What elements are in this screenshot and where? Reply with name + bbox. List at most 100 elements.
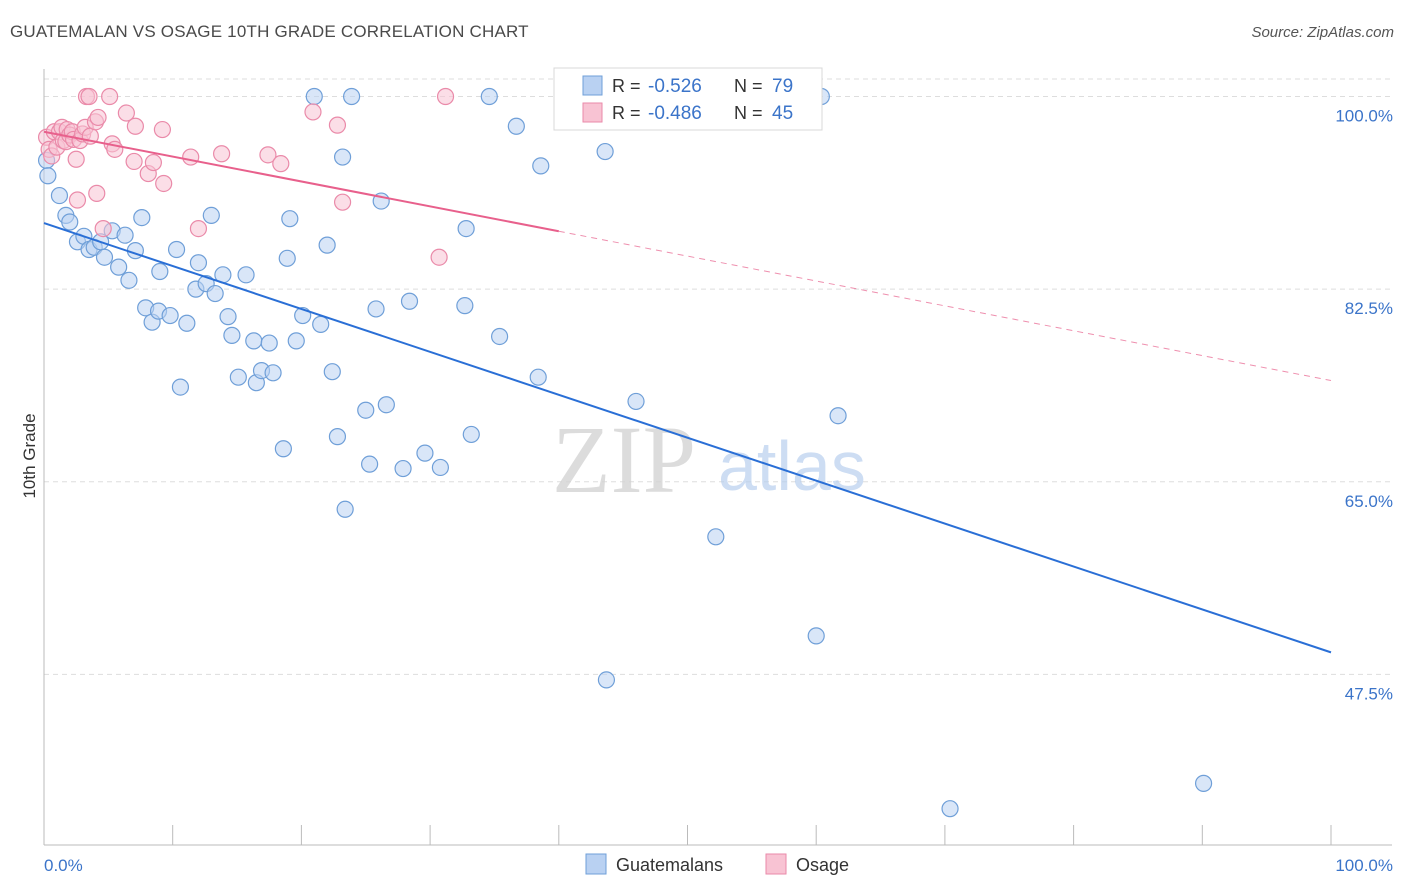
point-guatemalans-66 <box>490 327 509 346</box>
point-guatemalans-73 <box>707 528 725 546</box>
point-guatemalans-20 <box>151 262 169 281</box>
point-guatemalans-28 <box>202 206 220 224</box>
point-guatemalans-45 <box>305 87 323 106</box>
point-guatemalans-35 <box>245 332 263 350</box>
point-guatemalans-1 <box>39 167 57 185</box>
y-tick-label-3: 100.0% <box>1335 107 1393 126</box>
point-guatemalans-72 <box>627 392 645 411</box>
point-guatemalans-77 <box>941 800 959 818</box>
point-guatemalans-62 <box>456 297 474 315</box>
point-osage-37 <box>213 145 231 163</box>
watermark-atlas: atlas <box>718 427 866 505</box>
point-osage-39 <box>272 155 290 173</box>
point-guatemalans-12 <box>110 258 128 276</box>
point-guatemalans-24 <box>178 314 196 332</box>
point-guatemalans-64 <box>462 425 480 444</box>
trend-line-extension-osage <box>558 230 1332 381</box>
point-guatemalans-16 <box>133 208 151 227</box>
point-guatemalans-54 <box>361 455 379 473</box>
stats-n-value-2: 45 <box>772 103 793 124</box>
point-guatemalans-69 <box>532 157 550 175</box>
stats-n-value-1: 79 <box>772 76 793 97</box>
point-osage-25 <box>101 87 119 106</box>
point-guatemalans-68 <box>529 368 547 386</box>
point-guatemalans-48 <box>323 363 341 381</box>
point-guatemalans-21 <box>161 306 179 325</box>
point-guatemalans-10 <box>95 248 114 266</box>
x-tick-label-0: 0.0% <box>44 856 83 875</box>
point-guatemalans-43 <box>287 332 305 350</box>
point-osage-35 <box>182 148 200 166</box>
point-guatemalans-47 <box>318 236 336 254</box>
point-osage-42 <box>333 193 352 211</box>
x-tick-labels: 0.0% 100.0% <box>44 856 1393 875</box>
y-tick-label-0: 47.5% <box>1345 684 1393 703</box>
point-osage-32 <box>144 153 162 172</box>
point-guatemalans-22 <box>167 240 186 259</box>
point-osage-41 <box>328 116 347 134</box>
point-osage-43 <box>430 248 448 266</box>
source-credit: Source: ZipAtlas.com <box>1251 24 1394 41</box>
point-guatemalans-57 <box>377 396 395 414</box>
point-guatemalans-63 <box>457 220 475 238</box>
point-guatemalans-38 <box>260 334 278 352</box>
point-guatemalans-42 <box>281 210 299 228</box>
chart-title: GUATEMALAN VS OSAGE 10TH GRADE CORRELATI… <box>10 22 529 41</box>
trend-line-guatemalans <box>43 222 1332 654</box>
point-guatemalans-58 <box>394 459 412 478</box>
point-guatemalans-70 <box>596 142 614 161</box>
trend-lines <box>43 130 1332 654</box>
watermark-zip: ZIP <box>552 406 696 513</box>
point-guatemalans-71 <box>597 671 616 689</box>
point-guatemalans-67 <box>507 117 525 135</box>
y-tick-label-2: 82.5% <box>1345 299 1393 318</box>
point-guatemalans-65 <box>480 87 498 106</box>
point-guatemalans-60 <box>416 444 434 462</box>
point-osage-34 <box>155 174 173 193</box>
point-osage-23 <box>89 108 107 127</box>
point-guatemalans-33 <box>229 368 247 386</box>
point-osage-36 <box>189 220 208 238</box>
stats-n-label-1: N = <box>734 76 763 96</box>
point-guatemalans-52 <box>342 87 361 106</box>
trend-line-osage <box>43 130 559 233</box>
stats-r-value-1: -0.526 <box>648 76 702 97</box>
x-tick-label-1: 100.0% <box>1335 856 1393 875</box>
point-osage-28 <box>117 104 135 122</box>
point-guatemalans-55 <box>367 300 385 318</box>
point-osage-22 <box>88 184 106 202</box>
point-guatemalans-2 <box>50 186 69 205</box>
legend-label-osage: Osage <box>796 855 849 875</box>
stats-r-label-1: R = <box>612 76 641 96</box>
point-osage-30 <box>126 117 144 135</box>
point-guatemalans-49 <box>328 428 347 446</box>
stats-legend: R = -0.526 N = 79 R = -0.486 N = 45 <box>553 67 823 131</box>
y-tick-label-1: 65.0% <box>1345 492 1393 511</box>
point-guatemalans-23 <box>171 378 190 396</box>
series-legend: Guatemalans Osage <box>585 853 849 875</box>
legend-swatch-osage <box>765 853 787 875</box>
point-guatemalans-34 <box>237 266 255 284</box>
point-guatemalans-75 <box>807 627 825 645</box>
point-guatemalans-29 <box>206 284 224 303</box>
point-osage-44 <box>436 87 455 106</box>
stats-r-value-2: -0.486 <box>648 103 702 124</box>
point-osage-24 <box>94 220 112 238</box>
axes <box>43 69 1392 846</box>
y-tick-labels: 47.5% 65.0% 82.5% 100.0% <box>1335 107 1393 704</box>
point-guatemalans-41 <box>278 249 296 267</box>
point-guatemalans-14 <box>120 271 138 289</box>
point-guatemalans-78 <box>1194 774 1213 792</box>
point-osage-13 <box>67 150 85 168</box>
point-guatemalans-53 <box>357 401 375 419</box>
legend-label-guatemalans: Guatemalans <box>616 855 723 875</box>
point-guatemalans-50 <box>333 148 352 166</box>
series-guatemalans-points <box>37 87 1213 818</box>
point-osage-33 <box>153 120 172 139</box>
point-osage-14 <box>68 191 87 209</box>
point-guatemalans-76 <box>829 407 847 425</box>
point-osage-29 <box>125 152 143 171</box>
series-osage-points <box>37 87 455 266</box>
point-osage-40 <box>304 103 322 121</box>
